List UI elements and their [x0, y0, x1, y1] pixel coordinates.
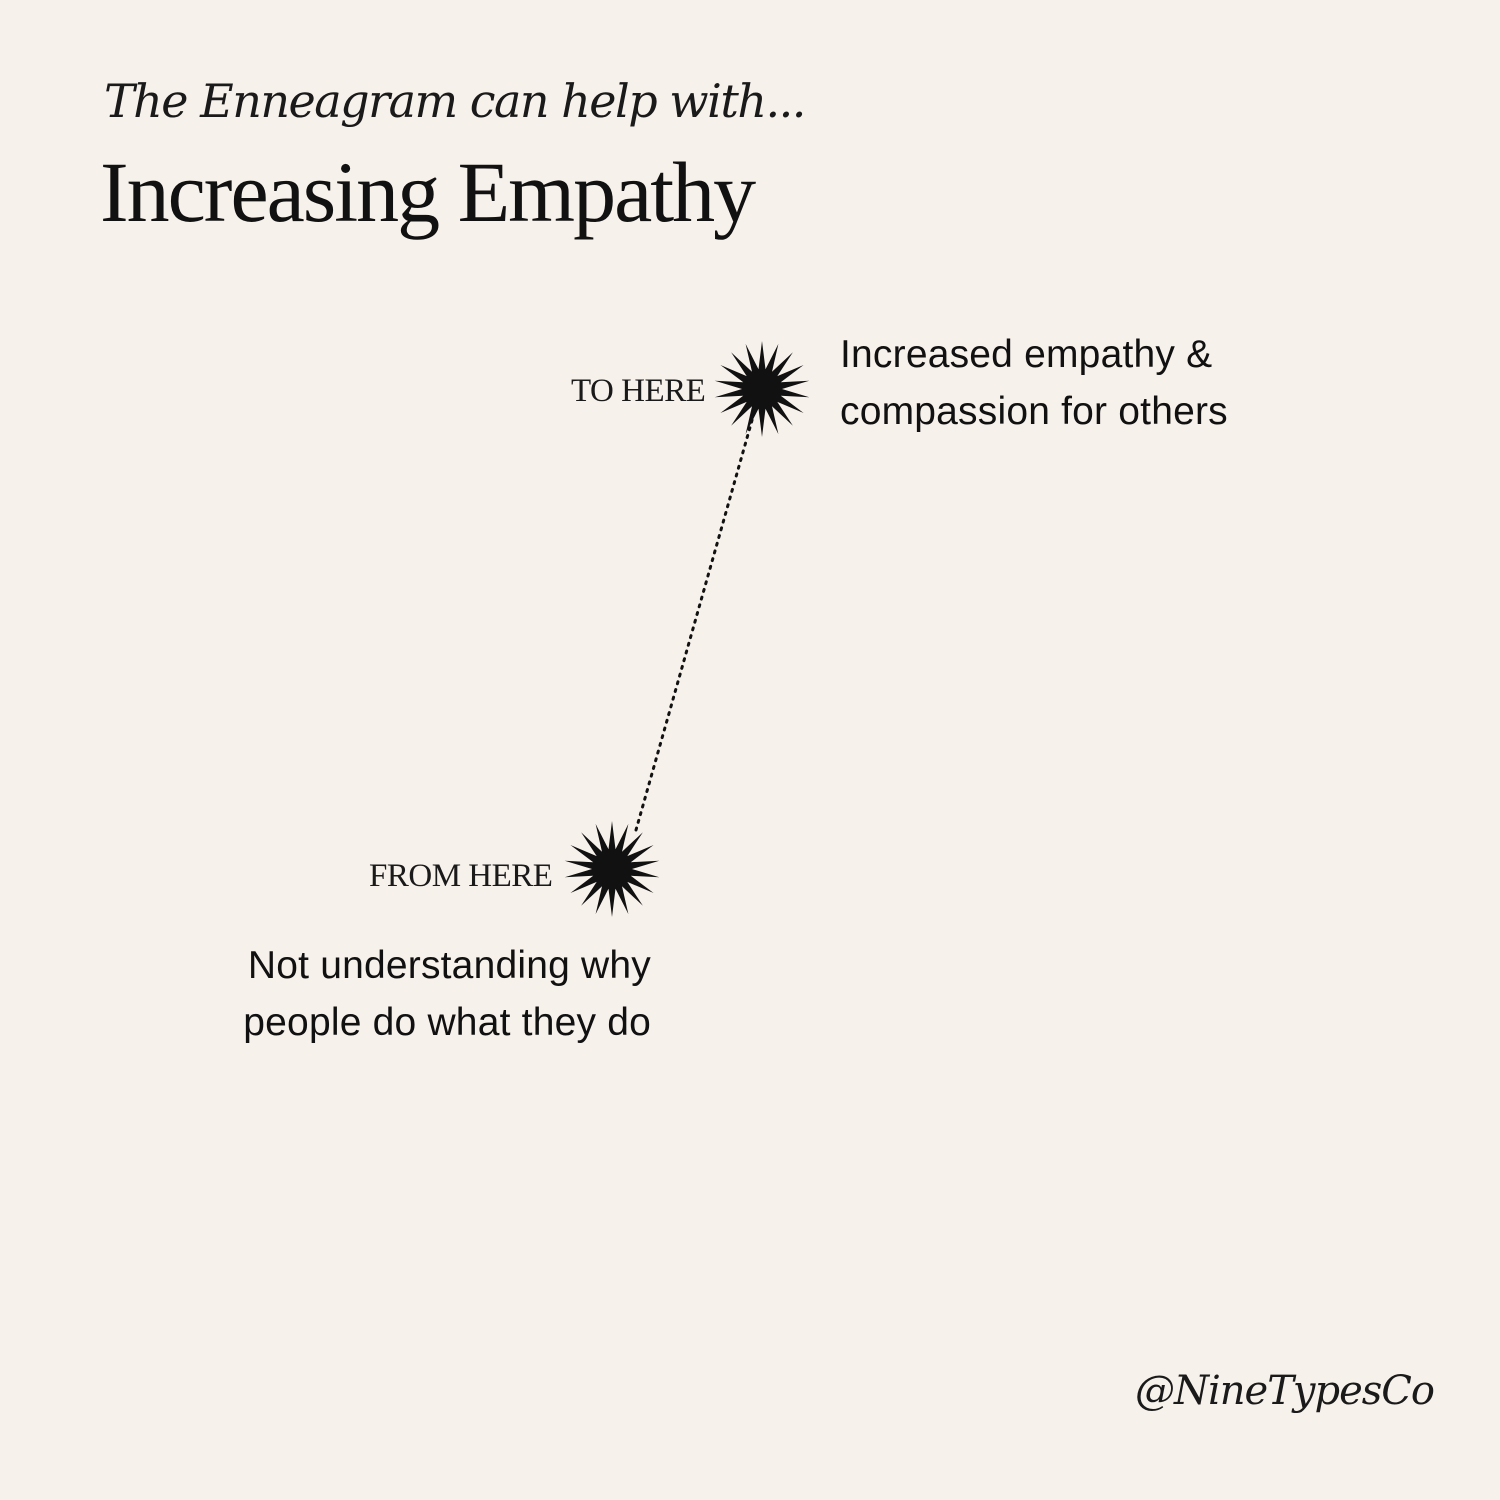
from-here-label: FROM HERE — [369, 858, 553, 894]
origin-line: Not understanding why — [247, 944, 651, 987]
origin-description: Not understanding why people do what the… — [140, 937, 651, 1051]
starburst-icon — [714, 341, 810, 437]
dotted-connector-line — [634, 390, 762, 832]
subtitle: The Enneagram can help with... — [104, 74, 806, 128]
to-here-label: TO HERE — [571, 373, 706, 409]
starburst-icon — [564, 821, 660, 917]
origin-line: people do what they do — [243, 1001, 651, 1044]
destination-line: compassion for others — [840, 390, 1228, 433]
destination-line: Increased empathy & — [840, 333, 1213, 376]
brand-handle: @NineTypesCo — [1135, 1368, 1435, 1414]
page-title: Increasing Empathy — [100, 144, 756, 240]
destination-description: Increased empathy & compassion for other… — [840, 326, 1228, 440]
